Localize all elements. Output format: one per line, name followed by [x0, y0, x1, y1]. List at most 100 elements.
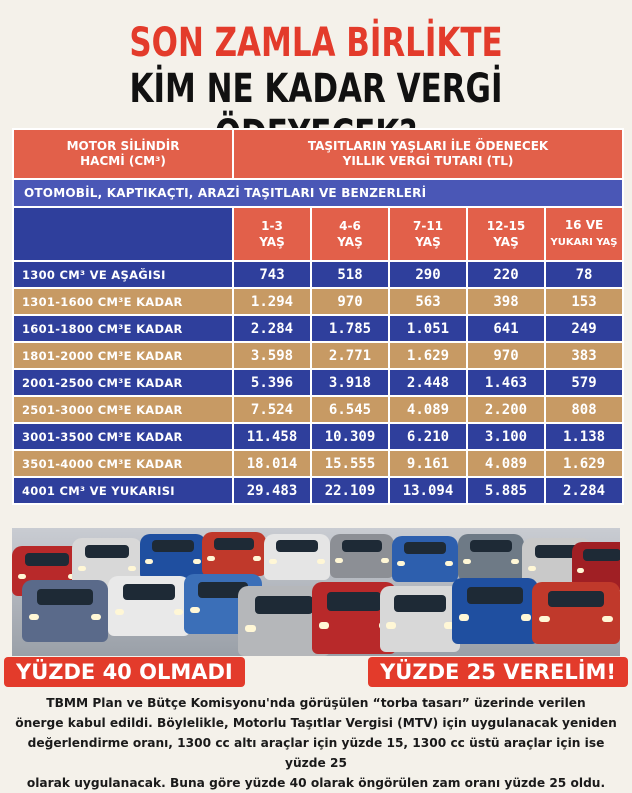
car-shape	[330, 534, 394, 578]
car-headlight	[316, 559, 325, 564]
car-shape	[264, 534, 330, 580]
age-header-row: 1-3 YAŞ 4-6 YAŞ 7-11 YAŞ 12-15 YAŞ 16 VE YUKA…	[14, 208, 623, 260]
car-windshield	[469, 540, 513, 553]
car-windshield	[122, 584, 176, 600]
header-annual-tax-line-1: TAŞITLARIN YAŞLARI İLE ÖDENECEK	[307, 139, 549, 153]
car-windshield	[582, 548, 620, 562]
header-engine-volume-line-1: MOTOR SİLİNDİR	[66, 139, 180, 153]
tax-value: 1.629	[546, 451, 623, 476]
car-windshield	[275, 540, 319, 553]
tax-value: 3.918	[312, 370, 388, 395]
row-label: 1300 CM³ VE AŞAĞISI	[14, 262, 232, 287]
tax-value: 29.483	[234, 478, 310, 503]
car-headlight	[576, 568, 584, 574]
table-row: 1301-1600 CM³E KADAR 1.294 970 563 398 153	[14, 289, 623, 314]
car-headlight	[444, 561, 453, 566]
table-row: 1601-1800 CM³E KADAR 2.284 1.785 1.051 641 24…	[14, 316, 623, 341]
age-header-16-plus: 16 VE YUKARI YAŞ	[546, 208, 623, 260]
row-label: 1801-2000 CM³E KADAR	[14, 343, 232, 368]
table-row: 2001-2500 CM³E KADAR 5.396 3.918 2.448 1.463…	[14, 370, 623, 395]
age-unit: YAŞ	[415, 235, 441, 249]
car-shape	[108, 576, 190, 636]
tax-value: 641	[468, 316, 544, 341]
car-headlight	[527, 565, 536, 571]
tax-value: 2.284	[234, 316, 310, 341]
tag-right: YÜZDE 25 VERELİM!	[368, 657, 628, 687]
car-headlight	[386, 622, 396, 629]
age-range: 16 VE	[564, 218, 604, 232]
tax-value: 4.089	[468, 451, 544, 476]
car-headlight	[245, 624, 257, 632]
age-unit: YAŞ	[493, 235, 519, 249]
car-shape	[532, 582, 620, 644]
tax-value: 10.309	[312, 424, 388, 449]
tax-value: 1.785	[312, 316, 388, 341]
age-header-4-6: 4-6 YAŞ	[312, 208, 388, 260]
tax-value: 290	[390, 262, 466, 287]
tax-value: 249	[546, 316, 623, 341]
table-row: 2501-3000 CM³E KADAR 7.524 6.545 4.089 2.200…	[14, 397, 623, 422]
row-label: 2501-3000 CM³E KADAR	[14, 397, 232, 422]
tax-value: 579	[546, 370, 623, 395]
tax-value: 563	[390, 289, 466, 314]
age-unit: YUKARI YAŞ	[550, 237, 618, 248]
age-range: 12-15	[486, 219, 526, 233]
car-headlight	[145, 559, 154, 564]
age-unit: YAŞ	[337, 235, 363, 249]
car-headlight	[17, 573, 26, 579]
car-headlight	[335, 558, 343, 563]
car-shape	[392, 536, 458, 582]
row-label: 3001-3500 CM³E KADAR	[14, 424, 232, 449]
car-windshield	[84, 545, 130, 558]
car-headlight	[173, 609, 184, 615]
tax-value: 398	[468, 289, 544, 314]
car-shape	[452, 578, 538, 644]
category-label: OTOMOBİL, KAPTIKAÇTI, ARAZİ TAŞITLARI VE…	[14, 180, 623, 206]
article-line: TBMM Plan ve Bütçe Komisyonu'nda görüşül…	[46, 696, 586, 710]
tax-value: 2.284	[546, 478, 623, 503]
header-engine-volume: MOTOR SİLİNDİR HACMİ (CM³)	[14, 130, 232, 178]
tax-value: 1.051	[390, 316, 466, 341]
category-row: OTOMOBİL, KAPTIKAÇTI, ARAZİ TAŞITLARI VE…	[14, 180, 623, 206]
car-shape	[202, 532, 266, 576]
car-headlight	[253, 556, 261, 561]
tax-value: 2.200	[468, 397, 544, 422]
tax-value: 153	[546, 289, 623, 314]
age-header-blank	[14, 208, 232, 260]
age-unit: YAŞ	[259, 235, 285, 249]
car-windshield	[213, 538, 255, 550]
car-headlight	[539, 616, 550, 623]
tax-value: 4.089	[390, 397, 466, 422]
tax-table-container: MOTOR SİLİNDİR HACMİ (CM³) TAŞITLARIN YA…	[12, 128, 625, 526]
car-windshield	[534, 545, 580, 558]
car-headlight	[114, 609, 125, 615]
tax-value: 1.463	[468, 370, 544, 395]
tag-left: YÜZDE 40 OLMADI	[4, 657, 245, 687]
header-annual-tax-line-2: YILLIK VERGİ TUTARI (TL)	[342, 154, 514, 168]
tax-value: 11.458	[234, 424, 310, 449]
tax-value: 7.524	[234, 397, 310, 422]
row-label: 3501-4000 CM³E KADAR	[14, 451, 232, 476]
car-headlight	[381, 558, 389, 563]
car-headlight	[28, 614, 40, 621]
car-headlight	[190, 607, 200, 613]
car-headlight	[397, 561, 406, 566]
article-line: olarak uygulanacak. Buna göre yüzde 40 o…	[26, 776, 606, 790]
tax-value: 3.100	[468, 424, 544, 449]
table-row: 1300 CM³ VE AŞAĞISI 743 518 290 220 78	[14, 262, 623, 287]
car-headlight	[318, 621, 329, 629]
car-windshield	[547, 590, 605, 607]
age-range: 1-3	[261, 219, 283, 233]
car-headlight	[269, 559, 278, 564]
car-headlight	[207, 556, 215, 561]
tax-value: 2.771	[312, 343, 388, 368]
tax-value: 15.555	[312, 451, 388, 476]
car-headlight	[458, 614, 470, 621]
tax-value: 9.161	[390, 451, 466, 476]
car-windshield	[254, 595, 314, 614]
tax-value: 518	[312, 262, 388, 287]
table-header-row: MOTOR SİLİNDİR HACMİ (CM³) TAŞITLARIN YA…	[14, 130, 623, 178]
car-headlight	[510, 559, 519, 564]
car-headlight	[77, 565, 86, 571]
car-shape	[72, 538, 142, 588]
